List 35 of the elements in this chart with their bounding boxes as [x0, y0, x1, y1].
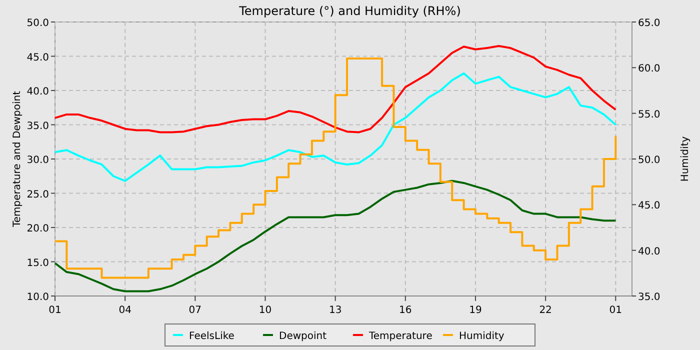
- x-tick-label: 10: [258, 305, 272, 316]
- y-tick-label: 25.0: [26, 189, 49, 200]
- y2-tick-label: 60.0: [638, 64, 660, 75]
- x-tick-label: 07: [188, 305, 202, 316]
- x-tick-label: 04: [118, 305, 132, 316]
- y-axis-title: Temperature and Dewpoint: [12, 90, 23, 228]
- y-tick-label: 35.0: [26, 120, 49, 132]
- legend-label: Humidity: [459, 331, 504, 342]
- chart-title: Temperature (°) and Humidity (RH%): [238, 4, 461, 18]
- x-tick-label: 13: [328, 305, 342, 316]
- x-tick-label: 19: [469, 305, 482, 316]
- y-tick-label: 30.0: [26, 155, 49, 166]
- y2-tick-label: 65.0: [638, 18, 660, 29]
- y2-tick-label: 55.0: [638, 109, 660, 120]
- x-tick-label: 01: [48, 305, 62, 316]
- line-series: [54, 180, 617, 292]
- x-tick-label: 22: [539, 305, 552, 316]
- y2-tick-label: 35.0: [638, 292, 660, 303]
- y2-axis-title: Humidity: [680, 136, 691, 182]
- x-tick-label: 01: [609, 305, 622, 316]
- legend-label: Temperature: [368, 331, 432, 342]
- legend-label: Dewpoint: [279, 331, 327, 342]
- y-tick-label: 20.0: [26, 224, 49, 234]
- y-tick-label: 10.0: [26, 292, 49, 303]
- y2-tick-label: 40.0: [638, 246, 660, 258]
- y-tick-label: 50.0: [26, 18, 49, 29]
- y-tick-label: 45.0: [26, 52, 49, 64]
- line-series: [54, 44, 617, 134]
- y-tick-label: 15.0: [26, 258, 49, 269]
- legend-label: FeelsLike: [189, 331, 234, 342]
- y2-tick-label: 50.0: [638, 155, 660, 166]
- y-tick-label: 40.0: [26, 86, 49, 98]
- y2-tick-label: 45.0: [638, 200, 660, 212]
- line-series: [54, 72, 617, 182]
- x-tick-label: 16: [399, 305, 412, 316]
